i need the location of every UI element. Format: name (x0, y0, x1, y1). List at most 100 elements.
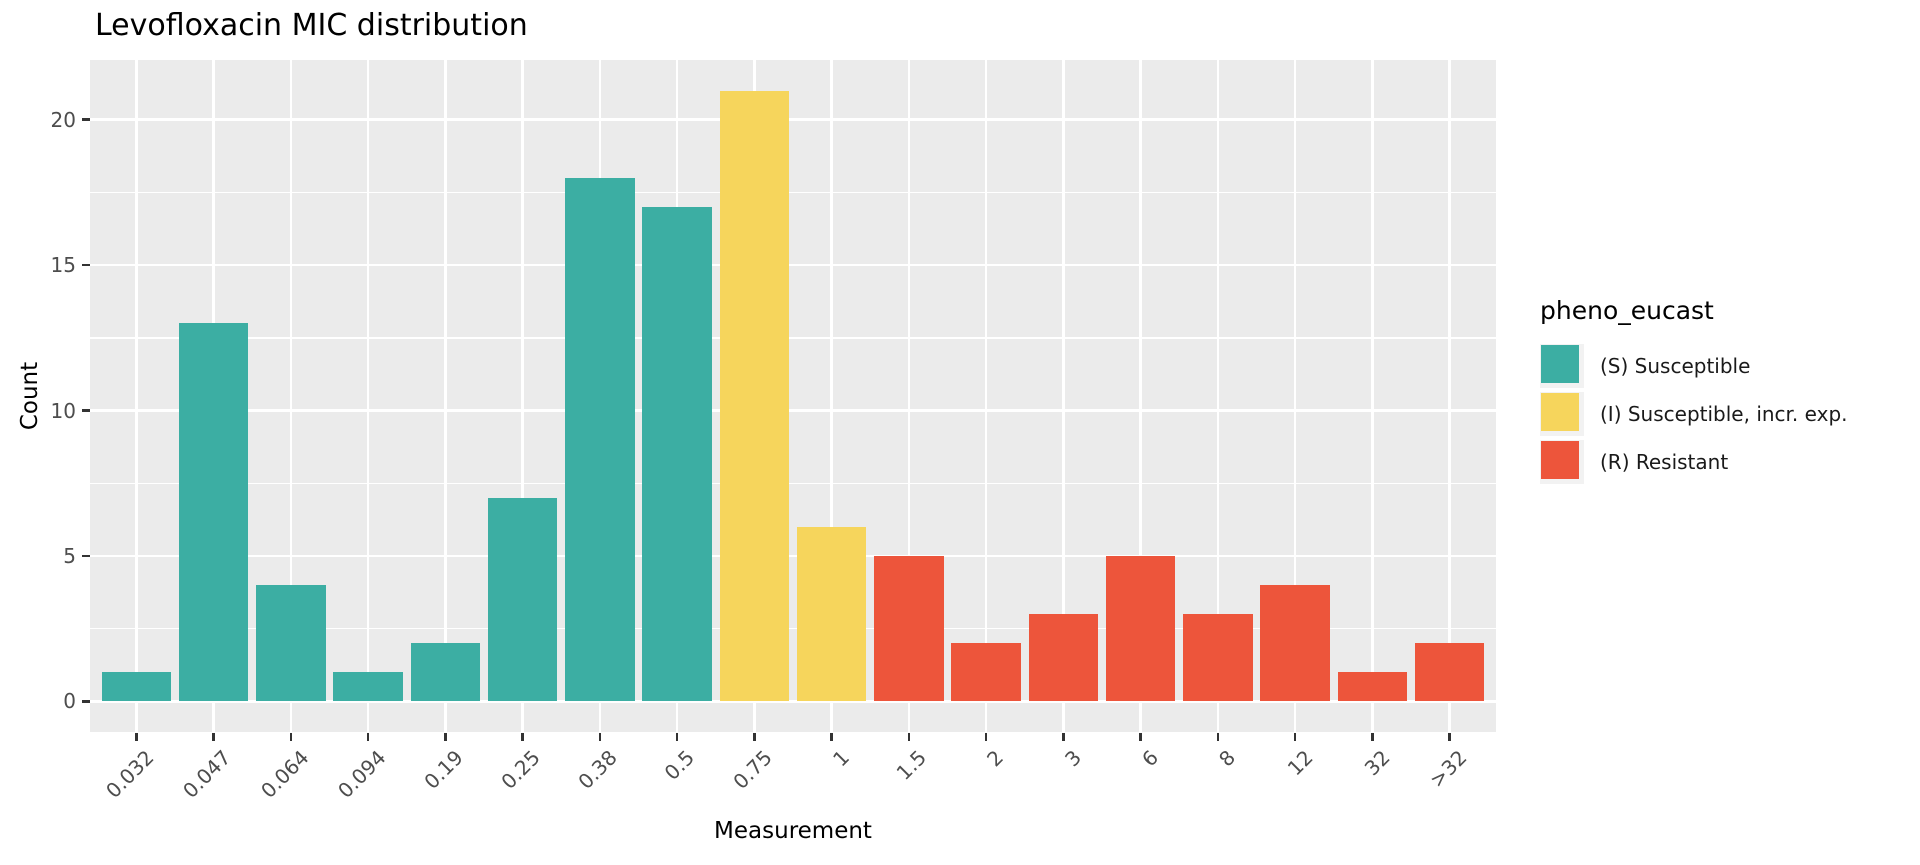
x-tick-label: 12 (1282, 745, 1318, 781)
gridline-v-major (1293, 60, 1297, 732)
x-tick (907, 733, 911, 741)
bar-32 (1337, 672, 1408, 702)
legend-title: pheno_eucast (1540, 296, 1714, 325)
legend-item-R: (R) Resistant (1540, 440, 1848, 484)
x-tick-label: 8 (1214, 745, 1241, 772)
x-tick (366, 733, 370, 741)
gridline-v-major (289, 60, 293, 732)
x-tick (289, 733, 293, 741)
legend-items: (S) Susceptible (I) Susceptible, incr. ex… (1540, 344, 1848, 484)
y-tick-label: 10 (50, 398, 76, 423)
y-tick-label: 20 (50, 107, 76, 132)
legend-swatch-S (1541, 345, 1579, 383)
x-tick-label: 0.19 (419, 745, 468, 794)
bar-1.5 (874, 556, 944, 702)
legend-swatch-R (1541, 441, 1579, 479)
x-tick-label: 0.094 (332, 745, 391, 803)
x-tick (984, 733, 988, 741)
bar-0.25 (487, 497, 558, 702)
x-tick-label: 3 (1059, 745, 1086, 772)
gridline-v-major (1371, 60, 1374, 732)
x-tick-label: 0.5 (659, 745, 700, 785)
x-axis-title: Measurement (714, 818, 872, 844)
gridline-v-major (907, 60, 911, 732)
x-tick-label: 0.064 (255, 745, 314, 803)
legend-swatch-I (1541, 393, 1579, 431)
gridline-h-major (90, 263, 1496, 267)
gridline-v-major (1448, 60, 1451, 732)
gridline-v-major (1216, 60, 1220, 732)
gridline-v-major (1062, 60, 1065, 732)
gridline-h-minor (90, 627, 1496, 630)
legend-label-I: (I) Susceptible, incr. exp. (1600, 402, 1848, 426)
bar-1 (796, 526, 867, 702)
bar-0.5 (642, 206, 712, 702)
gridline-h-major (90, 554, 1496, 558)
x-tick-label: 0.032 (101, 745, 159, 803)
gridline-v-major (984, 60, 988, 732)
x-tick (753, 733, 756, 741)
y-tick-label: 15 (50, 253, 76, 278)
x-tick-label: 32 (1359, 745, 1395, 781)
y-axis-title: Count (17, 361, 43, 431)
x-tick-label: 0.25 (496, 745, 545, 794)
legend-key-I (1540, 392, 1584, 436)
y-tick (82, 554, 90, 558)
gridline-h-major (90, 409, 1496, 412)
bar-0.75 (719, 90, 790, 702)
x-tick-label: 1.5 (891, 745, 932, 785)
x-tick (521, 733, 524, 741)
gridline-v-major (830, 60, 833, 732)
bar-0.094 (333, 672, 403, 702)
x-tick-label: >32 (1425, 745, 1472, 793)
x-tick (675, 733, 679, 741)
legend-label-S: (S) Susceptible (1600, 354, 1751, 378)
x-tick (1371, 733, 1374, 741)
x-tick-label: 0.75 (728, 745, 777, 794)
x-tick-label: 2 (982, 745, 1009, 772)
gridline-v-major (1139, 60, 1142, 732)
gridline-h-major (90, 118, 1496, 121)
legend-item-S: (S) Susceptible (1540, 344, 1848, 388)
plot-panel (90, 60, 1496, 732)
y-tick (82, 263, 90, 267)
bar-2 (951, 643, 1021, 702)
x-tick (135, 733, 138, 741)
x-tick (1448, 733, 1451, 741)
gridline-v-major (135, 60, 138, 732)
chart-title: Levofloxacin MIC distribution (95, 8, 528, 43)
bar-8 (1183, 614, 1253, 702)
x-tick-label: 0.38 (573, 745, 623, 794)
legend-item-I: (I) Susceptible, incr. exp. (1540, 392, 1848, 436)
gridline-h-minor (90, 191, 1496, 194)
gridline-h-minor (90, 482, 1496, 485)
x-tick (598, 733, 602, 741)
x-tick (1216, 733, 1220, 741)
bar-0.38 (565, 177, 635, 702)
bar-6 (1105, 556, 1176, 702)
legend-label-R: (R) Resistant (1600, 450, 1729, 474)
bar-3 (1028, 614, 1099, 702)
gridline-v-major (521, 60, 524, 732)
x-tick-label: 6 (1136, 745, 1163, 772)
bar->32 (1414, 643, 1485, 702)
x-tick-label: 0.047 (178, 745, 236, 803)
bar-0.19 (410, 643, 481, 702)
x-tick (1139, 733, 1142, 741)
x-tick (212, 733, 215, 741)
legend: pheno_eucast (S) Susceptible (I) Suscepti… (1540, 294, 1848, 488)
x-tick (1293, 733, 1297, 741)
y-tick (82, 409, 90, 412)
y-tick-label: 5 (63, 544, 76, 568)
bar-12 (1260, 585, 1330, 702)
gridline-v-major (444, 60, 447, 732)
legend-key-R (1540, 440, 1584, 484)
y-tick (82, 118, 90, 121)
y-tick-label: 0 (63, 689, 76, 714)
x-tick-label: 1 (827, 745, 854, 772)
x-tick (830, 733, 833, 741)
gridline-h-minor (90, 337, 1496, 339)
bar-0.064 (256, 585, 326, 702)
legend-key-S (1540, 344, 1584, 388)
